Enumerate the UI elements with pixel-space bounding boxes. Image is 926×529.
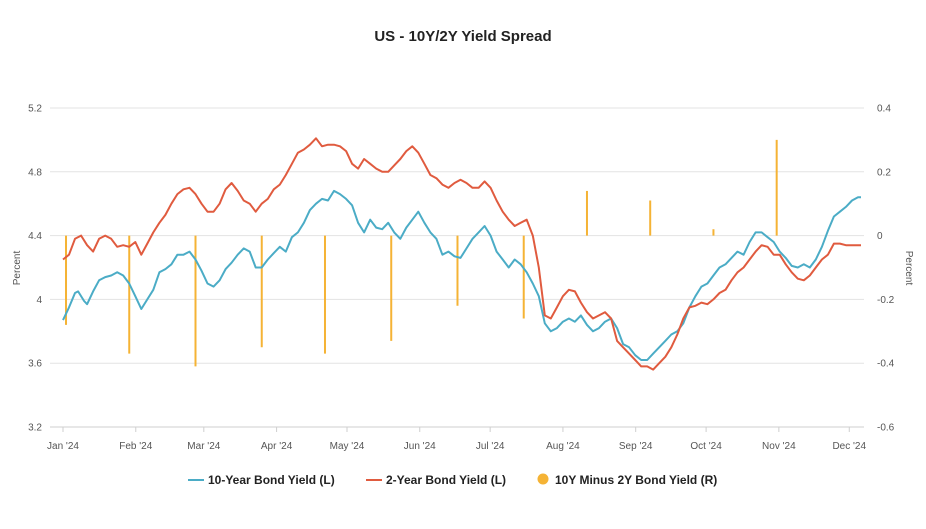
x-tick-label: Jul '24: [476, 441, 505, 452]
x-tick-label: Dec '24: [832, 441, 866, 452]
x-tick-label: Nov '24: [762, 441, 796, 452]
axes: 3.2 3.6 4 4.4 4.8 5.2 -0.6 -0.4 -0.2 0 0.2 0.4 Jan '…: [28, 104, 895, 453]
x-tick-label: Mar '24: [187, 441, 220, 452]
x-tick-label: Aug '24: [546, 441, 580, 452]
x-tick-label: Oct '24: [690, 441, 722, 452]
y-axis-right-title: Percent: [903, 251, 914, 286]
legend-item-spread[interactable]: 10Y Minus 2Y Bond Yield (R): [537, 473, 718, 487]
legend-item-2y[interactable]: 2-Year Bond Yield (L): [366, 473, 506, 487]
legend-item-10y[interactable]: 10-Year Bond Yield (L): [188, 473, 335, 487]
y-left-tick-label: 3.2: [28, 423, 42, 434]
y-right-tick-label: 0.4: [877, 104, 891, 115]
legend-label-2y: 2-Year Bond Yield (L): [386, 473, 506, 487]
x-tick-label: Feb '24: [119, 441, 152, 452]
y-right-tick-label: 0.2: [877, 167, 891, 178]
y-axis-left-title: Percent: [12, 251, 23, 286]
legend-swatch-spread: [537, 473, 549, 485]
y-left-tick-label: 4: [36, 295, 42, 306]
y-right-tick-label: -0.6: [877, 423, 895, 434]
legend-label-spread: 10Y Minus 2Y Bond Yield (R): [555, 473, 717, 487]
series-line-2y: [62, 137, 861, 371]
y-right-tick-label: 0: [877, 231, 883, 242]
y-left-tick-label: 5.2: [28, 104, 42, 115]
legend: 10-Year Bond Yield (L) 2-Year Bond Yield…: [188, 473, 717, 487]
y-left-tick-label: 4.4: [28, 231, 42, 242]
yield-lines: [62, 137, 861, 371]
y-left-tick-label: 4.8: [28, 167, 42, 178]
chart-title: US - 10Y/2Y Yield Spread: [374, 28, 551, 45]
y-right-tick-label: -0.2: [877, 295, 895, 306]
series-line-10y: [62, 189, 861, 361]
x-tick-label: May '24: [330, 441, 365, 452]
x-tick-label: Sep '24: [619, 441, 653, 452]
legend-label-10y: 10-Year Bond Yield (L): [208, 473, 335, 487]
spread-bars: [65, 139, 778, 367]
x-tick-label: Jun '24: [404, 441, 436, 452]
x-tick-label: Apr '24: [261, 441, 293, 452]
x-tick-label: Jan '24: [47, 441, 79, 452]
y-right-tick-label: -0.4: [877, 359, 895, 370]
y-left-tick-label: 3.6: [28, 359, 42, 370]
